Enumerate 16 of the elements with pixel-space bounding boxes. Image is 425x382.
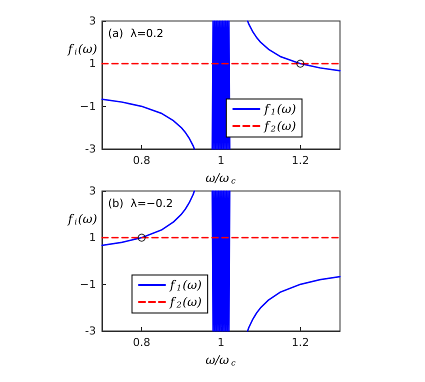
x-tick-label: 1 (218, 154, 224, 167)
y-tick-label: −1 (80, 100, 96, 113)
y-tick-label: -3 (85, 142, 96, 156)
y-tick-label: -3 (85, 324, 96, 338)
annotation: (a) λ=0.2 (108, 27, 164, 40)
annotation: (b) λ=−0.2 (108, 197, 173, 210)
y-tick-label: 3 (89, 14, 96, 28)
x-tick-label: 1.2 (292, 336, 310, 349)
y-tick-label: 3 (89, 184, 96, 198)
x-tick-label: 0.8 (132, 336, 150, 349)
y-tick-label: 1 (89, 231, 96, 244)
y-tick-label: 1 (89, 57, 96, 70)
y-tick-label: −1 (80, 278, 96, 291)
x-tick-label: 1.2 (292, 154, 310, 167)
x-tick-label: 1 (218, 336, 224, 349)
x-tick-label: 0.8 (132, 154, 150, 167)
